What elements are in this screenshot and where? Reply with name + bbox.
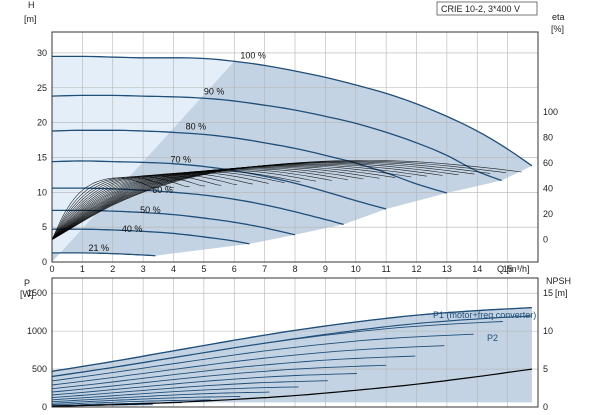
head-y-tick-label: 10 [37,187,47,197]
power-y-tick-label: 1000 [27,326,47,336]
efficiency-curve [51,173,253,240]
head-x-tick-label: 1 [80,264,85,274]
head-axes: 0 1 2 3 4 5 6 7 8 9 10 11 12 13 14 15051015202530020406… [37,48,558,274]
power-speed-curve [51,345,445,386]
npsh-axis-unit: [m] [555,288,568,298]
eta-tick-label: 40 [543,184,553,194]
head-x-tick-label: 0 [49,264,54,274]
npsh-tick-label: 10 [543,326,553,336]
power-axes: 0 500 1000 1500 0 5 10 15 [27,288,553,412]
npsh-tick-label: 15 [543,288,553,298]
power-speed-curve [51,391,270,403]
speed-curve-label: 40 % [122,224,143,234]
legend-p1: P1 (motor+freq.converter) [433,310,536,320]
power-speed-curve [51,396,241,404]
head-y-tick-label: 5 [42,222,47,232]
legend-p2: P2 [487,333,498,343]
power-speed-curve [51,333,474,382]
power-curve-p1 [51,306,532,372]
head-axis-label: H [28,0,35,10]
speed-curve-label: 50 % [140,205,161,215]
chart-title: CRIE 10-2, 3*400 V [441,4,520,14]
efficiency-curve [51,173,238,240]
power-speed-curve [51,386,299,401]
efficiency-curves [51,160,522,240]
speed-curve-label: 70 % [170,154,191,164]
speed-curve-label: 90 % [204,87,225,97]
power-axis-unit: [W] [20,289,34,299]
head-plot-frame [51,31,539,263]
efficiency-curve [51,170,317,240]
power-plot-frame [51,277,539,408]
head-speed-curves [51,55,533,257]
npsh-curve [51,368,532,407]
speed-curve [52,55,533,167]
speed-curve-label: 60 % [152,185,173,195]
power-speed-curve [51,355,416,390]
speed-curve [52,187,344,226]
head-x-tick-label: 13 [442,264,452,274]
power-y-tick-label: 500 [32,364,47,374]
speed-curve [52,252,156,257]
power-speed-curve [51,380,328,399]
speed-curve [51,160,387,210]
power-y-tick-label: 0 [42,402,47,412]
speed-labels: 100 % 90 % 80 % 70 % 60 % 50 % 40 % 21 % [88,50,265,252]
npsh-tick-label: 0 [543,402,548,412]
head-y-tick-label: 20 [37,118,47,128]
operating-region [52,61,532,262]
npsh-tick-label: 5 [543,364,548,374]
speed-curve [51,94,502,182]
npsh-axis-label: NPSH [546,276,571,286]
power-y-tick-label: 1500 [27,288,47,298]
head-x-tick-label: 12 [411,264,421,274]
power-curves [51,306,532,407]
speed-curve-label: 21 % [88,243,109,253]
head-x-tick-label: 9 [323,264,328,274]
head-y-tick-label: 25 [37,83,47,93]
efficiency-curve [51,172,269,240]
speed-curve [52,228,250,245]
head-x-tick-label: 5 [201,264,206,274]
speed-curve [51,129,448,194]
speed-curve-label: 100 % [240,50,266,60]
head-x-tick-label: 11 [381,264,390,274]
eta-tick-label: 0 [543,235,548,245]
efficiency-curve [51,171,285,240]
head-x-axis-label: Q [m³/h] [497,264,530,274]
head-x-tick-label: 7 [262,264,267,274]
speed-curve-label: 80 % [186,122,207,132]
power-curve-p2 [51,315,532,378]
eta-tick-label: 100 [543,107,558,117]
power-speed-curve [51,399,212,405]
head-y-tick-label: 30 [37,48,47,58]
eta-axis-unit: [%] [551,24,564,34]
head-y-tick-label: 0 [42,257,47,267]
eta-tick-label: 60 [543,158,553,168]
head-x-tick-label: 4 [171,264,176,274]
power-axis-label: P [24,278,30,288]
speed-curve [52,209,296,236]
head-x-tick-label: 3 [141,264,146,274]
head-y-tick-label: 15 [37,152,47,162]
head-x-tick-label: 15 [503,264,513,274]
title-box [436,1,538,16]
efficiency-curve [51,170,301,240]
head-x-tick-label: 8 [292,264,297,274]
head-x-tick-label: 10 [351,264,361,274]
efficiency-curve [51,174,222,240]
power-speed-curve [51,364,387,393]
head-x-tick-label: 6 [232,264,237,274]
eta-tick-label: 80 [543,132,553,142]
head-x-tick-label: 2 [110,264,115,274]
efficiency-curve [51,160,522,240]
eta-axis-label: eta [552,12,565,22]
power-speed-curve [51,373,357,396]
head-x-tick-label: 14 [472,264,482,274]
head-axis-unit: [m] [24,14,37,24]
eta-tick-label: 20 [543,209,553,219]
